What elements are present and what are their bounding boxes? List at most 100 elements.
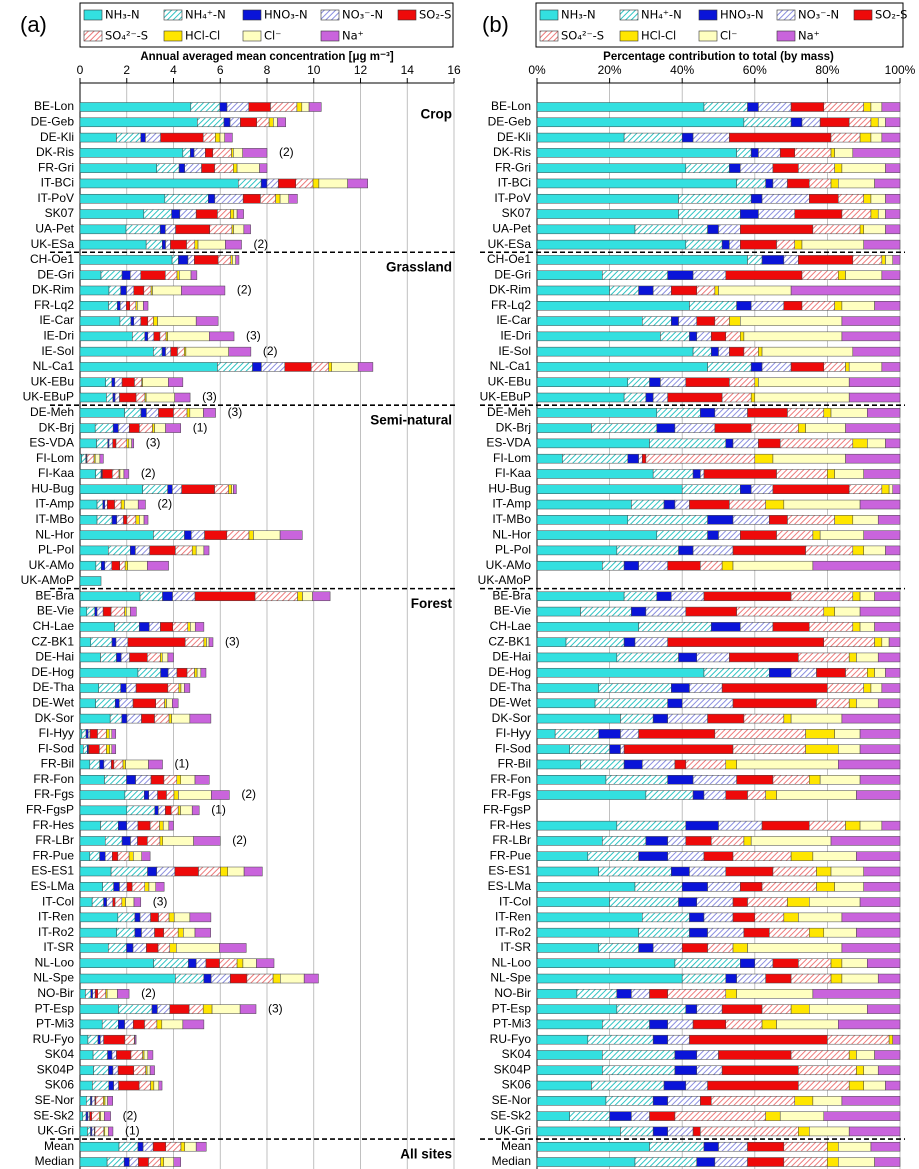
- bar-segment: [536, 239, 687, 250]
- bar-note: (2): [141, 466, 156, 480]
- bar-segment: [104, 836, 123, 846]
- legend-label: Na⁺: [798, 29, 820, 43]
- bar-segment: [863, 1080, 886, 1091]
- bar-segment: [79, 560, 97, 571]
- bar-segment: [859, 729, 901, 739]
- bar-segment: [721, 392, 752, 403]
- bar-segment: [685, 239, 723, 250]
- bar-segment: [790, 667, 817, 678]
- bar-segment: [841, 163, 886, 173]
- bar-segment: [157, 1004, 171, 1014]
- bar-segment: [536, 851, 589, 861]
- bar-segment: [124, 1034, 135, 1045]
- bar-segment: [794, 1096, 814, 1106]
- bar-segment: [536, 897, 610, 907]
- bar-segment: [149, 1065, 155, 1076]
- bar-segment: [598, 866, 672, 877]
- bar-segment: [108, 1080, 114, 1091]
- bar-segment: [652, 1096, 668, 1106]
- category-label: FI-Lom: [36, 451, 74, 465]
- bar-segment: [148, 790, 158, 800]
- bar-segment: [707, 530, 719, 540]
- bar-segment: [750, 362, 763, 372]
- bar-segment: [312, 178, 320, 189]
- bar-segment: [536, 1019, 603, 1030]
- bar-segment: [156, 163, 180, 173]
- bar-segment: [678, 545, 694, 556]
- bar-segment: [115, 438, 127, 449]
- category-label: UA-Pet: [492, 221, 531, 235]
- bar-segment: [79, 346, 154, 357]
- bar-segment: [167, 667, 178, 678]
- bar-segment: [841, 301, 875, 311]
- bar-segment: [649, 989, 668, 999]
- bar-segment: [692, 1126, 701, 1137]
- bar-segment: [295, 178, 314, 189]
- bar-segment: [536, 392, 625, 403]
- bar-note: (3): [202, 390, 217, 404]
- bar-segment: [148, 759, 163, 770]
- bar-segment: [838, 1157, 875, 1167]
- bar-segment: [536, 637, 567, 647]
- bar-segment: [877, 117, 886, 128]
- legend-swatch: [83, 30, 103, 42]
- bar-segment: [233, 224, 245, 235]
- bar-segment: [718, 1050, 792, 1060]
- bar-segment: [112, 438, 117, 449]
- category-label: FI-Sod: [38, 741, 74, 755]
- bar-segment: [863, 102, 872, 112]
- bar-segment: [126, 438, 130, 449]
- bar-segment: [602, 1050, 676, 1060]
- bar-segment: [137, 1141, 144, 1152]
- category-label: FR-FgsP: [483, 803, 531, 817]
- bar-segment: [696, 1065, 723, 1076]
- bar-segment: [79, 1157, 108, 1167]
- bar-segment: [732, 912, 756, 923]
- bar-segment: [153, 331, 161, 342]
- bar-segment: [79, 820, 101, 831]
- bar-segment: [783, 912, 799, 923]
- bar-segment: [215, 132, 221, 143]
- bar-segment: [536, 927, 639, 938]
- category-label: IT-PoV: [37, 191, 74, 205]
- bar-segment: [126, 515, 137, 525]
- bar-segment: [809, 1004, 868, 1014]
- bar-segment: [143, 515, 149, 525]
- category-label: IE-Dri: [500, 329, 531, 343]
- bar-segment: [783, 255, 799, 265]
- bar-segment: [663, 1080, 687, 1091]
- bar-segment: [113, 882, 120, 892]
- bar-segment: [104, 851, 113, 861]
- group-label: Grassland: [386, 259, 452, 274]
- bar-segment: [202, 132, 216, 143]
- bar-segment: [201, 163, 215, 173]
- bar-segment: [183, 927, 196, 938]
- bar-segment: [229, 117, 241, 128]
- category-label: CZ-BK1: [488, 634, 531, 648]
- bar-segment: [616, 820, 687, 831]
- bar-segment: [700, 469, 705, 479]
- bar-segment: [685, 1080, 708, 1091]
- bar-segment: [165, 805, 172, 816]
- bar-segment: [667, 1096, 701, 1106]
- legend-label: HNO₃-N: [264, 8, 308, 22]
- bar-segment: [681, 484, 741, 494]
- bar-segment: [160, 1157, 164, 1167]
- category-label: FR-Hes: [33, 818, 74, 832]
- legend-swatch: [698, 30, 718, 42]
- bar-segment: [141, 713, 155, 724]
- bar-segment: [834, 606, 861, 617]
- bar-segment: [146, 943, 159, 953]
- category-label: UK-AMoP: [21, 573, 74, 587]
- bar-segment: [856, 790, 901, 800]
- bar-segment: [863, 882, 901, 892]
- bar-segment: [703, 1141, 719, 1152]
- bar-segment: [787, 897, 810, 907]
- bar-segment: [157, 316, 197, 326]
- bar-segment: [237, 178, 262, 189]
- bar-segment: [692, 469, 701, 479]
- bar-segment: [195, 316, 219, 326]
- legend-label: SO₄²⁻-S: [561, 29, 604, 43]
- bar-segment: [172, 698, 179, 709]
- bar-segment: [667, 560, 701, 571]
